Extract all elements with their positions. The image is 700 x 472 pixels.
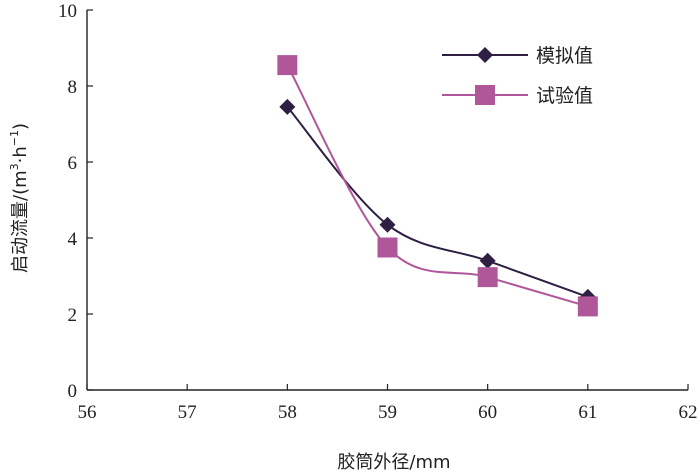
series-line	[286, 106, 589, 298]
data-point-square	[477, 267, 498, 288]
axes: 56 57 58 59 60 61 62 0 2 4 6 8 10	[58, 1, 698, 423]
y-axis-title: 启动流量/(m3·h−1)	[8, 123, 31, 273]
y-tick-label: 10	[58, 1, 77, 22]
y-axis-title-main: 启动流量/(m	[10, 170, 31, 273]
legend-label-series-2: 试验值	[536, 85, 593, 107]
legend-square-marker	[475, 85, 495, 105]
x-tick-label: 57	[178, 402, 197, 423]
legend-diamond-marker	[477, 47, 493, 63]
data-point-diamond	[379, 216, 396, 233]
series-1	[279, 98, 596, 305]
data-point-square	[277, 55, 298, 76]
y-axis-title-mid: ·h	[10, 146, 31, 163]
y-tick-label: 4	[68, 229, 78, 250]
y-axis-title-end: )	[10, 123, 31, 130]
x-axis-title: 胶筒外径/mm	[337, 452, 450, 472]
y-axis-title-sup2: −1	[8, 130, 21, 146]
x-tick-label: 61	[578, 402, 597, 423]
x-tick-label: 60	[478, 402, 497, 423]
data-point-diamond	[479, 252, 496, 269]
series-2	[277, 55, 598, 317]
data-point-diamond	[279, 98, 296, 115]
y-tick-label: 8	[68, 77, 78, 98]
y-tick-label: 6	[68, 153, 78, 174]
legend-item-series-1: 模拟值	[442, 45, 593, 67]
x-tick-label: 56	[78, 402, 97, 423]
x-tick-label: 62	[679, 402, 698, 423]
x-tick-label: 59	[378, 402, 397, 423]
x-ticks: 56 57 58 59 60 61 62	[78, 384, 698, 423]
legend-item-series-2: 试验值	[442, 85, 593, 107]
series-layer	[277, 55, 598, 317]
y-axis-title-sup1: 3	[8, 163, 21, 170]
y-tick-label: 2	[68, 305, 78, 326]
y-ticks: 0 2 4 6 8 10	[58, 1, 93, 402]
legend-label-series-1: 模拟值	[536, 45, 593, 67]
x-tick-label: 58	[278, 402, 297, 423]
series-line	[286, 64, 589, 308]
data-point-square	[377, 237, 398, 258]
y-tick-label: 0	[68, 381, 78, 402]
data-point-square	[577, 296, 598, 317]
legend: 模拟值 试验值	[442, 45, 593, 107]
